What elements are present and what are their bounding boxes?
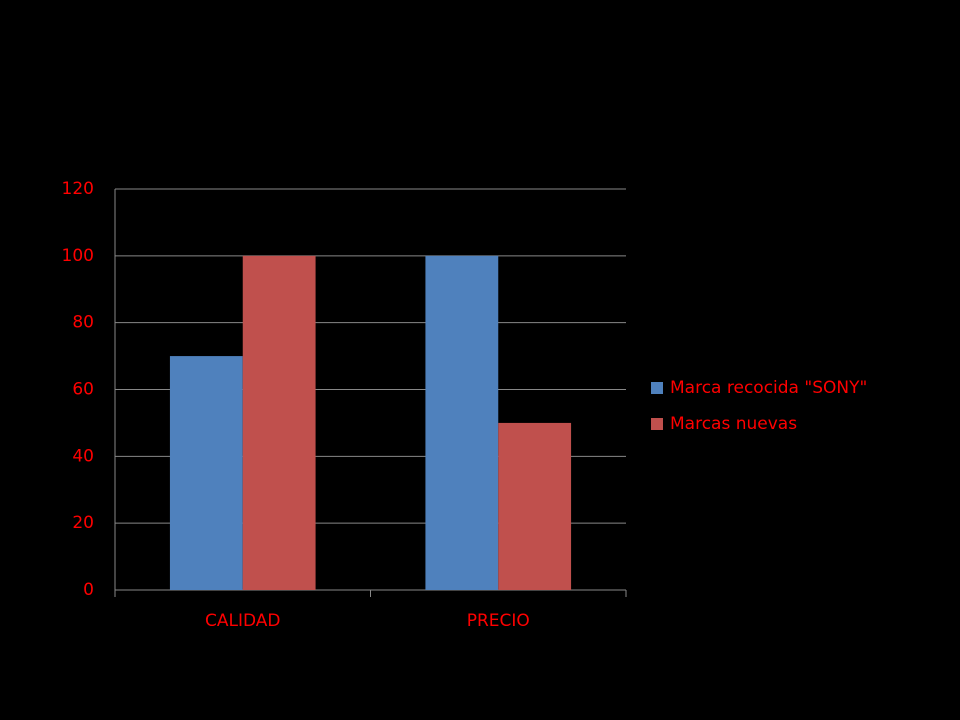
legend-label: Marcas nuevas <box>670 414 797 434</box>
legend-label: Marca recocida "SONY" <box>670 378 867 398</box>
y-tick-label: 40 <box>72 446 94 466</box>
bar <box>242 255 316 591</box>
bar <box>425 255 499 591</box>
bar <box>169 356 243 590</box>
y-tick-label: 120 <box>62 179 94 199</box>
y-tick-label: 100 <box>62 246 94 266</box>
y-tick-label: 0 <box>83 580 94 600</box>
y-tick-label: 20 <box>72 513 94 533</box>
x-tick-label: CALIDAD <box>205 611 281 631</box>
x-tick-label: PRECIO <box>467 611 530 631</box>
legend-swatch <box>651 418 663 430</box>
legend-swatch <box>651 382 663 394</box>
bar <box>498 422 572 590</box>
y-tick-label: 60 <box>72 380 94 400</box>
y-tick-label: 80 <box>72 313 94 333</box>
